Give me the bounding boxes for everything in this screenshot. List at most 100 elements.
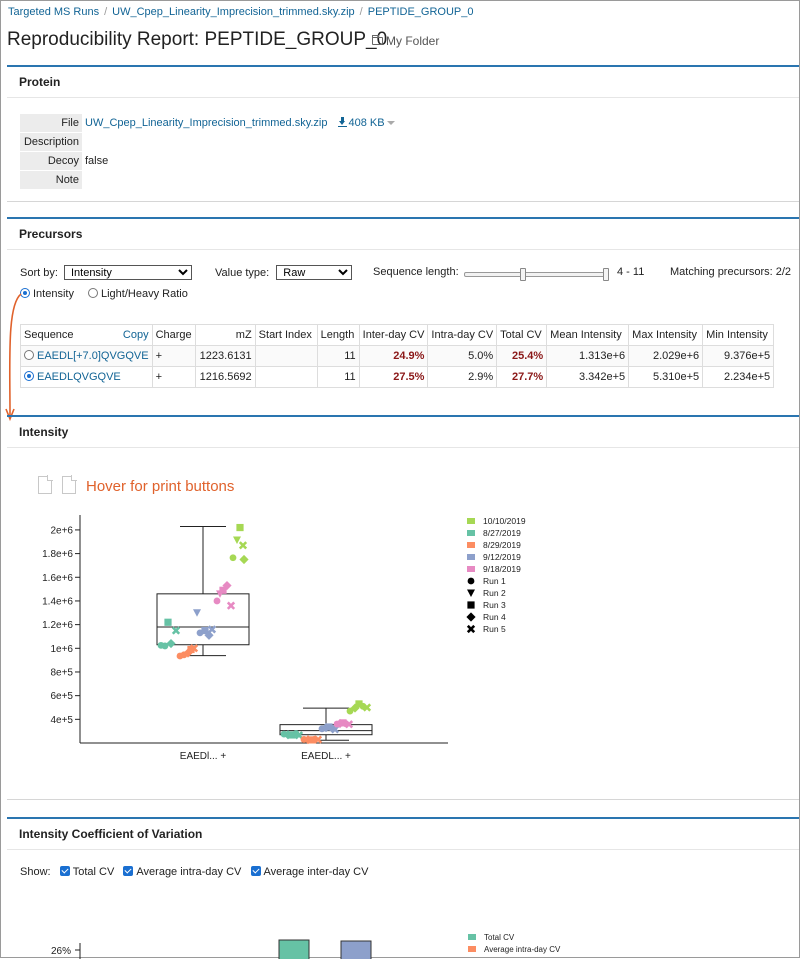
inter-day-cv-cell: 27.5% bbox=[358, 366, 429, 388]
description-label: Description bbox=[20, 133, 82, 151]
legend-swatch bbox=[467, 530, 475, 536]
breadcrumb-item-file[interactable]: UW_Cpep_Linearity_Imprecision_trimmed.sk… bbox=[112, 6, 355, 18]
cross-stroke bbox=[344, 720, 354, 729]
intensity-panel-title: Intensity bbox=[7, 417, 799, 448]
intra-day-cv-cell: 5.0% bbox=[427, 345, 498, 367]
sequence-link[interactable]: EAEDL[+7.0]QVGQVE bbox=[37, 350, 149, 362]
legend-swatch bbox=[467, 542, 475, 548]
sequence-length-range: 4 - 11 bbox=[617, 266, 645, 278]
show-label: Show: bbox=[20, 866, 51, 878]
radio-ratio-button[interactable] bbox=[88, 288, 98, 298]
cross-stroke bbox=[238, 541, 248, 550]
note-label: Note bbox=[20, 171, 82, 189]
point-square bbox=[288, 731, 296, 739]
slider-handle-low[interactable] bbox=[520, 268, 526, 281]
cross-stroke bbox=[362, 703, 372, 712]
breadcrumb-item-group[interactable]: PEPTIDE_GROUP_0 bbox=[367, 6, 474, 18]
protein-properties: File UW_Cpep_Linearity_Imprecision_trimm… bbox=[20, 113, 398, 190]
column-header-charge[interactable]: Charge bbox=[151, 324, 196, 346]
decoy-label: Decoy bbox=[20, 152, 82, 170]
cv-bar-chart: 26% Total CV Average intra-day CV bbox=[51, 933, 561, 959]
point-circle bbox=[161, 642, 169, 650]
protein-panel: Protein bbox=[7, 65, 799, 98]
cross-stroke bbox=[207, 625, 217, 634]
file-link[interactable]: UW_Cpep_Linearity_Imprecision_trimmed.sk… bbox=[85, 117, 328, 129]
legend-label: 10/10/2019 bbox=[483, 516, 526, 526]
sequence-length-label: Sequence length: bbox=[373, 266, 459, 278]
column-header-mean-intensity[interactable]: Mean Intensity bbox=[546, 324, 630, 346]
y-tick-label: 6e+5 bbox=[50, 691, 73, 702]
sequence-cell: EAEDLQVGQVE bbox=[20, 366, 153, 388]
png-export-icon[interactable] bbox=[62, 475, 77, 494]
column-header-min-intensity[interactable]: Min Intensity bbox=[702, 324, 775, 346]
y-tick-label: 1e+6 bbox=[50, 644, 73, 655]
column-header-intra-day-cv[interactable]: Intra-day CV bbox=[427, 324, 498, 346]
inter-day-cv-checkbox-label: Average inter-day CV bbox=[263, 866, 369, 878]
total-cv-checkbox[interactable] bbox=[59, 866, 70, 876]
row-select-radio[interactable] bbox=[24, 371, 34, 381]
description-value bbox=[82, 133, 398, 151]
radio-intensity[interactable]: Intensity bbox=[20, 288, 74, 300]
copy-link[interactable]: Copy bbox=[122, 329, 149, 341]
radio-ratio[interactable]: Light/Heavy Ratio bbox=[88, 288, 188, 300]
point-cross bbox=[313, 735, 323, 744]
legend-label: Run 2 bbox=[483, 588, 506, 598]
y-tick-label: 1.2e+6 bbox=[42, 620, 73, 631]
inter-day-cv-checkbox[interactable] bbox=[250, 866, 261, 876]
row-select-radio[interactable] bbox=[24, 350, 34, 360]
point-diamond bbox=[239, 554, 249, 565]
y-tick-label: 1.6e+6 bbox=[42, 573, 73, 584]
file-value: UW_Cpep_Linearity_Imprecision_trimmed.sk… bbox=[82, 114, 398, 132]
annotation-arrow bbox=[5, 293, 22, 422]
y-axis: 2e+6 1.8e+6 1.6e+6 1.4e+6 1.2e+6 1e+6 8e+5 6e+5… bbox=[42, 515, 448, 744]
cross-stroke bbox=[226, 601, 236, 610]
mean-intensity-cell: 3.342e+5 bbox=[546, 366, 630, 388]
copy-button[interactable]: Copy bbox=[106, 324, 153, 346]
legend-swatch-total-cv bbox=[468, 934, 476, 940]
column-header-start-index[interactable]: Start Index bbox=[254, 324, 318, 346]
breadcrumb-item-runs[interactable]: Targeted MS Runs bbox=[8, 6, 100, 18]
inter-day-cv-cell: 24.9% bbox=[358, 345, 429, 367]
precursors-panel-title: Precursors bbox=[7, 219, 799, 250]
total-cv-cell: 25.4% bbox=[496, 345, 548, 367]
column-header-sequence[interactable]: Sequence bbox=[19, 324, 107, 346]
property-row-description: Description bbox=[20, 133, 398, 151]
column-header-total-cv[interactable]: Total CV bbox=[496, 324, 548, 346]
download-link[interactable]: 408 KB bbox=[337, 117, 395, 129]
point-diamond bbox=[466, 612, 476, 622]
point-cross bbox=[238, 541, 248, 550]
intra-day-cv-checkbox[interactable] bbox=[123, 866, 134, 876]
slider-handle-high[interactable] bbox=[603, 268, 609, 281]
intensity-box-plot: 2e+6 1.8e+6 1.6e+6 1.4e+6 1.2e+6 1e+6 8e+5 6e+5… bbox=[42, 515, 526, 762]
table-row: EAEDL[+7.0]QVGQVE + 1223.6131 11 24.9% 5… bbox=[20, 345, 775, 367]
folder-link[interactable]: My Folder bbox=[372, 34, 439, 48]
cv-show-controls: Show: Total CV Average intra-day CV Aver… bbox=[20, 866, 368, 878]
value-type-select[interactable]: Raw bbox=[276, 265, 353, 280]
cross-stroke bbox=[313, 735, 323, 744]
sort-by-select[interactable]: Intensity bbox=[63, 265, 192, 280]
length-cell: 11 bbox=[316, 366, 360, 388]
point-triangle bbox=[467, 589, 475, 597]
point-circle bbox=[467, 577, 475, 585]
legend-label: 9/12/2019 bbox=[483, 552, 521, 562]
radio-intensity-label: Intensity bbox=[33, 288, 74, 300]
box-iqr bbox=[156, 593, 250, 646]
pdf-export-icon[interactable] bbox=[38, 475, 53, 494]
column-header-mz[interactable]: mZ bbox=[194, 324, 256, 346]
cross-stroke bbox=[466, 624, 476, 634]
radio-intensity-button[interactable] bbox=[20, 288, 30, 298]
chart-legend: 10/10/2019 8/27/2019 8/29/2019 9/12/2019 9/1… bbox=[466, 516, 526, 634]
column-header-length[interactable]: Length bbox=[316, 324, 360, 346]
legend-swatch bbox=[467, 566, 475, 572]
sequence-length-slider[interactable] bbox=[464, 272, 608, 277]
y-tick-label: 4e+5 bbox=[50, 715, 73, 726]
legend-label: 8/27/2019 bbox=[483, 528, 521, 538]
column-header-inter-day-cv[interactable]: Inter-day CV bbox=[358, 324, 429, 346]
x-tick-label: EAEDl... + bbox=[180, 751, 227, 762]
column-header-max-intensity[interactable]: Max Intensity bbox=[628, 324, 704, 346]
max-intensity-cell: 2.029e+6 bbox=[628, 345, 704, 367]
x-axis: EAEDl... + EAEDL... + bbox=[180, 751, 351, 762]
sequence-link[interactable]: EAEDLQVGQVE bbox=[37, 371, 121, 383]
x-tick-label: EAEDL... + bbox=[301, 751, 351, 762]
point-square bbox=[164, 618, 172, 626]
